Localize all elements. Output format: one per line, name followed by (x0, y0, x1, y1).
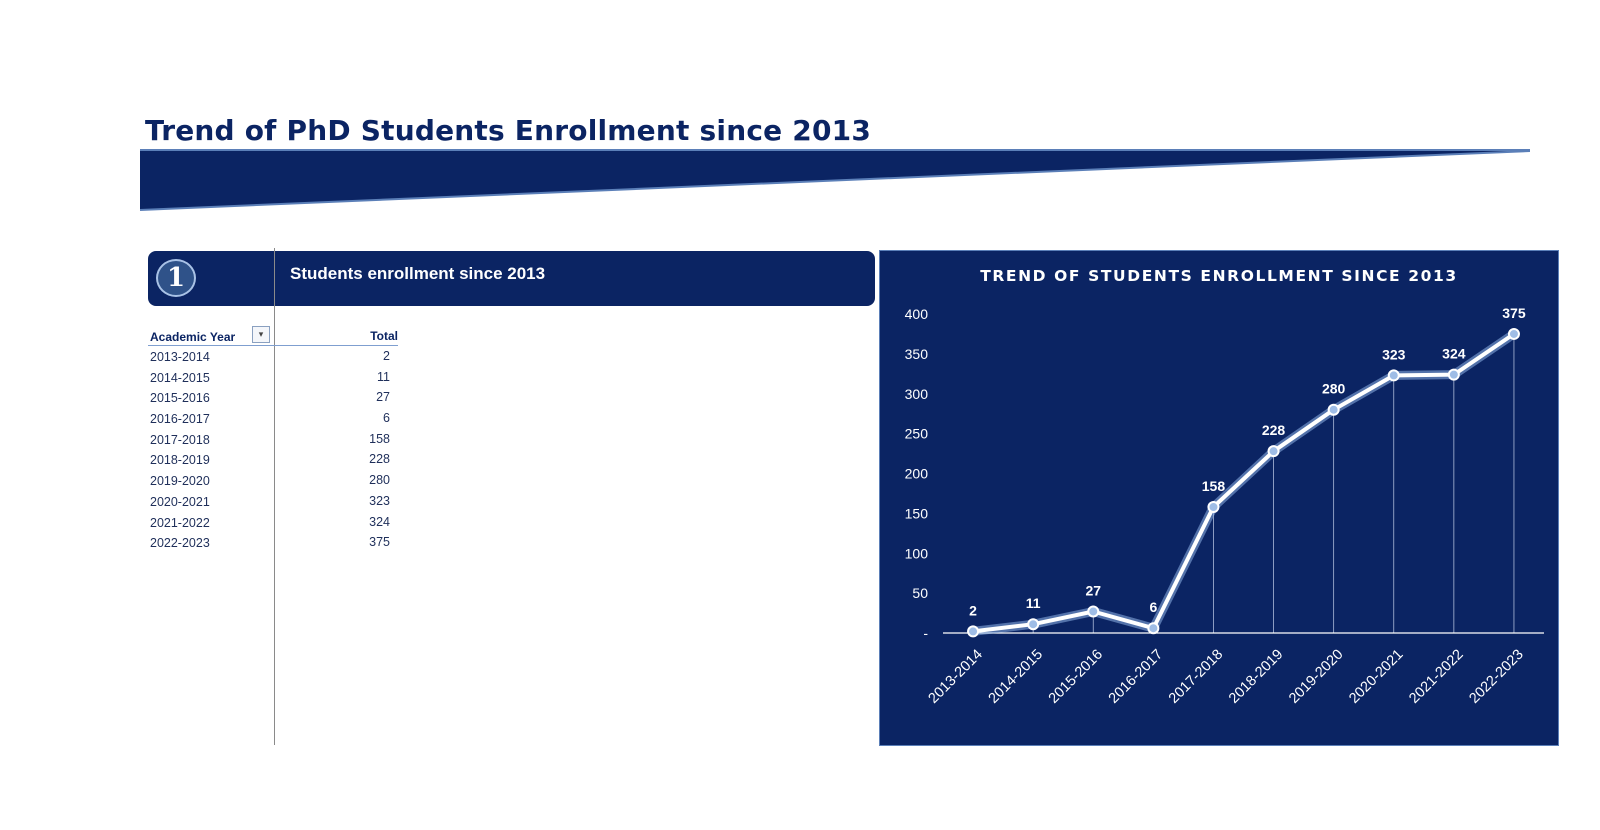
y-tick-label: 200 (905, 466, 929, 482)
data-label: 375 (1502, 305, 1526, 321)
pivot-table: Academic Year ▾ Total 2013-2014 2 2014-2… (148, 325, 398, 553)
x-tick-label: 2014-2015 (986, 647, 1046, 707)
x-tick-label: 2013-2014 (926, 647, 986, 707)
data-point (1507, 327, 1520, 340)
year-cell: 2017-2018 (150, 432, 210, 447)
data-point (967, 625, 980, 638)
data-point (1387, 369, 1400, 382)
chart-panel: TREND OF STUDENTS ENROLLMENT SINCE 2013 … (879, 250, 1559, 746)
data-label: 158 (1202, 478, 1226, 494)
data-point (1267, 445, 1280, 458)
year-cell: 2020-2021 (150, 494, 210, 509)
data-label: 324 (1442, 346, 1466, 362)
x-tick-label: 2018-2019 (1226, 647, 1286, 707)
x-tick-label: 2016-2017 (1106, 647, 1166, 707)
chart-title: TREND OF STUDENTS ENROLLMENT SINCE 2013 (980, 267, 1458, 285)
x-tick-label: 2019-2020 (1286, 647, 1346, 707)
table-row: 2016-2017 6 (148, 408, 398, 429)
total-cell: 6 (383, 411, 390, 426)
table-row: 2014-2015 11 (148, 367, 398, 388)
x-tick-label: 2021-2022 (1406, 647, 1466, 707)
table-row: 2020-2021 323 (148, 491, 398, 512)
table-row: 2013-2014 2 (148, 346, 398, 367)
data-label: 11 (1026, 595, 1041, 611)
data-label: 228 (1262, 422, 1286, 438)
page-title: Trend of PhD Students Enrollment since 2… (145, 114, 872, 147)
dropdown-arrow-icon[interactable]: ▾ (252, 326, 270, 343)
total-cell: 158 (369, 431, 390, 446)
x-tick-label: 2022-2023 (1466, 647, 1526, 707)
data-point (1207, 500, 1220, 513)
title-banner (140, 149, 1530, 211)
table-row: 2015-2016 27 (148, 387, 398, 408)
year-cell: 2019-2020 (150, 474, 210, 489)
total-cell: 375 (369, 535, 390, 550)
academic-year-header: Academic Year (150, 330, 236, 344)
data-point (1327, 403, 1340, 416)
section-header: 1 Students enrollment since 2013 (148, 251, 875, 306)
total-cell: 11 (377, 369, 390, 384)
data-label: 27 (1085, 582, 1101, 598)
y-tick-label: 350 (905, 346, 929, 362)
table-row: 2017-2018 158 (148, 429, 398, 450)
year-cell: 2015-2016 (150, 391, 210, 406)
data-point (1087, 605, 1100, 618)
y-tick-label: - (923, 625, 928, 641)
year-cell: 2022-2023 (150, 536, 210, 551)
data-label: 2 (969, 602, 977, 618)
total-header: Total (370, 329, 398, 343)
y-tick-label: 50 (912, 585, 928, 601)
line-chart: - 50 100 150 200 250 300 350 400 2 11 27 6 158 228 280 3… (905, 305, 1544, 707)
data-point (1027, 618, 1040, 631)
total-cell: 280 (369, 473, 390, 488)
table-row: 2019-2020 280 (148, 470, 398, 491)
table-row: 2021-2022 324 (148, 512, 398, 533)
total-cell: 2 (383, 349, 390, 363)
y-tick-label: 400 (905, 306, 929, 322)
data-label: 6 (1149, 599, 1157, 615)
x-tick-label: 2017-2018 (1166, 647, 1226, 707)
data-point (1447, 368, 1460, 381)
series-line (971, 331, 1516, 634)
section-number-badge: 1 (156, 259, 196, 297)
year-cell: 2014-2015 (150, 370, 210, 385)
year-cell: 2021-2022 (150, 515, 210, 530)
year-cell: 2016-2017 (150, 412, 210, 427)
total-cell: 27 (376, 390, 390, 405)
y-tick-label: 100 (905, 545, 929, 561)
year-cell: 2013-2014 (150, 350, 210, 364)
total-cell: 324 (369, 514, 390, 529)
pivot-header: Academic Year ▾ Total (148, 325, 398, 346)
x-tick-label: 2020-2021 (1346, 647, 1406, 707)
total-cell: 323 (369, 493, 390, 508)
total-cell: 228 (369, 452, 390, 467)
y-tick-label: 300 (905, 386, 929, 402)
data-point (1147, 622, 1160, 635)
data-label: 280 (1322, 381, 1346, 397)
y-tick-label: 150 (905, 505, 929, 521)
year-cell: 2018-2019 (150, 453, 210, 468)
x-tick-label: 2015-2016 (1046, 647, 1106, 707)
section-title: Students enrollment since 2013 (290, 264, 546, 283)
table-row: 2022-2023 375 (148, 532, 398, 553)
series-line-glow (968, 329, 1519, 636)
divider-line (274, 248, 275, 745)
y-tick-label: 250 (905, 426, 929, 442)
table-row: 2018-2019 228 (148, 449, 398, 470)
data-label: 323 (1382, 346, 1406, 362)
